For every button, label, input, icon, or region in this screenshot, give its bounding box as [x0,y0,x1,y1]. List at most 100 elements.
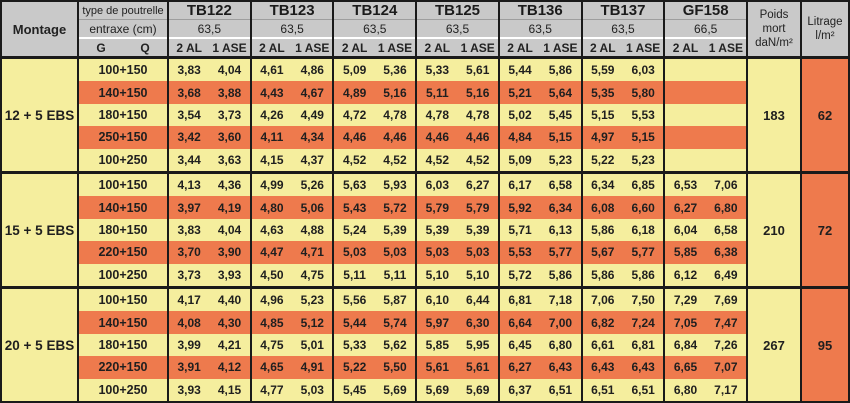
gq-labels: G Q [79,37,167,56]
montage-label: 15 + 5 EBS [2,174,77,286]
value-cell-tb122: 4,13 4,36 [167,174,250,197]
value-cell-tb137: 5,67 5,77 [580,241,664,264]
value-1ase: 5,23 [631,152,655,167]
value-cell-tb137: 5,22 5,23 [580,148,664,172]
value-cell-tb137: 5,59 6,03 [580,59,664,82]
table-row: 100+250 3,73 3,93 4,50 4,75 5,11 5,11 5,10 5,10 5… [79,263,746,287]
value-cell-tb123: 4,61 4,86 [249,59,333,82]
beam-header-tb136: TB136 63,5 2 AL 1 ASE [497,2,581,56]
value-2al: 4,52 [425,152,450,167]
value-1ase: 5,45 [548,108,573,123]
value-1ase: 4,46 [466,130,490,145]
value-2al: 4,46 [425,130,450,145]
value-2al: 6,82 [591,315,615,330]
value-cell-tb123: 4,63 4,88 [249,218,333,242]
value-1ase: 6,49 [714,267,738,282]
value-1ase [706,104,746,126]
value-1ase: 5,16 [466,85,490,100]
value-1ase: 7,24 [631,315,655,330]
value-2al: 5,11 [425,85,449,100]
gq-cell: 140+150 [98,85,148,100]
value-cell-tb123: 4,50 4,75 [249,263,333,287]
beam-name: TB137 [600,2,646,19]
value-1ase: 7,00 [548,315,573,330]
litrage-line-1: Litrage [807,15,843,28]
block-12-5-ebs: 12 + 5 EBS 100+150 3,83 4,04 4,61 4,86 5,09 5,3… [2,59,848,172]
value-2al: 6,80 [673,382,698,397]
value-2al: 5,69 [425,382,450,397]
value-2al: 5,09 [508,152,532,167]
value-2al: 5,79 [425,200,450,215]
value-cell-tb137: 5,86 6,18 [580,218,664,242]
value-2al: 5,43 [342,200,367,215]
value-2al: 4,08 [177,315,201,330]
value-cell-tb137: 6,61 6,81 [580,333,664,357]
beam-subcols: 2 AL 1 ASE [417,37,498,56]
col-2al-label: 2 AL [341,40,368,55]
beam-entraxe: 63,5 [582,19,664,37]
value-2al: 4,89 [342,85,367,100]
value-cell-tb124: 4,52 4,52 [332,148,415,172]
value-2al: 4,63 [260,223,284,238]
col-2al-label: 2 AL [507,40,533,55]
beam-entraxe: 63,5 [169,19,250,37]
value-cell-tb122: 3,99 4,21 [167,333,250,357]
value-cell-tb123: 4,26 4,49 [249,103,333,127]
value-cell-tb124: 5,22 5,50 [332,356,415,379]
value-2al: 6,27 [508,360,532,375]
table-header: Montage type de poutrelle entraxe (cm) G… [2,2,848,59]
value-1ase: 6,51 [548,382,573,397]
value-1ase: 6,85 [631,178,655,193]
table-row: 180+150 3,54 3,73 4,26 4,49 4,72 4,78 4,78 4,78 5… [79,103,746,127]
value-cell-tb137: 6,43 6,43 [580,356,664,379]
value-cell-tb125: 5,85 5,95 [415,333,498,357]
value-1ase: 5,23 [300,293,324,308]
value-cell-gf158 [663,126,746,149]
value-cell-tb123: 4,99 5,26 [249,174,333,197]
value-cell-tb136: 4,84 5,15 [497,126,581,149]
block-rows: 100+150 3,83 4,04 4,61 4,86 5,09 5,36 5,33 5,61 5… [77,59,746,172]
value-2al: 4,85 [260,315,284,330]
value-2al: 3,42 [177,130,201,145]
value-2al: 3,44 [177,152,201,167]
beam-entraxe: 66,5 [665,19,747,37]
value-1ase [706,81,746,103]
beam-header-tb137: TB137 63,5 2 AL 1 ASE [580,2,664,56]
table-row: 100+150 4,17 4,40 4,96 5,23 5,56 5,87 6,10 6,44 6… [79,289,746,312]
beam-entraxe: 63,5 [251,19,333,37]
value-2al: 4,43 [260,85,284,100]
value-2al: 5,71 [508,223,532,238]
value-1ase: 4,75 [300,267,324,282]
value-cell-gf158 [663,148,746,172]
value-cell-gf158: 5,85 6,38 [663,241,746,264]
value-1ase: 4,52 [466,152,490,167]
value-cell-tb137: 5,86 5,86 [580,263,664,287]
value-2al: 5,56 [342,293,367,308]
beam-name: GF158 [682,2,729,19]
value-cell-tb124: 5,45 5,69 [332,378,415,402]
value-1ase: 3,60 [217,130,242,145]
value-1ase: 5,15 [548,130,573,145]
value-cell-gf158: 7,05 7,47 [663,311,746,334]
value-2al: 5,67 [591,245,615,260]
value-2al: 5,02 [508,108,532,123]
col-1ase-label: 1 ASE [626,40,661,55]
col-1ase-label: 1 ASE [377,40,413,55]
gq-cell: 100+250 [98,152,148,167]
value-1ase: 5,03 [383,245,407,260]
value-2al: 5,35 [591,85,615,100]
value-1ase: 6,43 [548,360,573,375]
value-cell-tb125: 4,78 4,78 [415,103,498,127]
value-cell-tb122: 3,70 3,90 [167,241,250,264]
value-2al: 5,97 [425,315,450,330]
value-2al: 6,12 [673,267,698,282]
value-2al: 6,51 [591,382,615,397]
value-1ase: 3,73 [217,108,242,123]
litrage-header-cell: Litrage l/m² [800,2,848,56]
value-1ase: 5,79 [466,200,490,215]
value-1ase: 5,87 [383,293,407,308]
col-2al-label: 2 AL [589,40,616,55]
value-1ase: 4,46 [383,130,407,145]
value-cell-tb123: 4,47 4,71 [249,241,333,264]
value-2al: 7,06 [591,293,615,308]
